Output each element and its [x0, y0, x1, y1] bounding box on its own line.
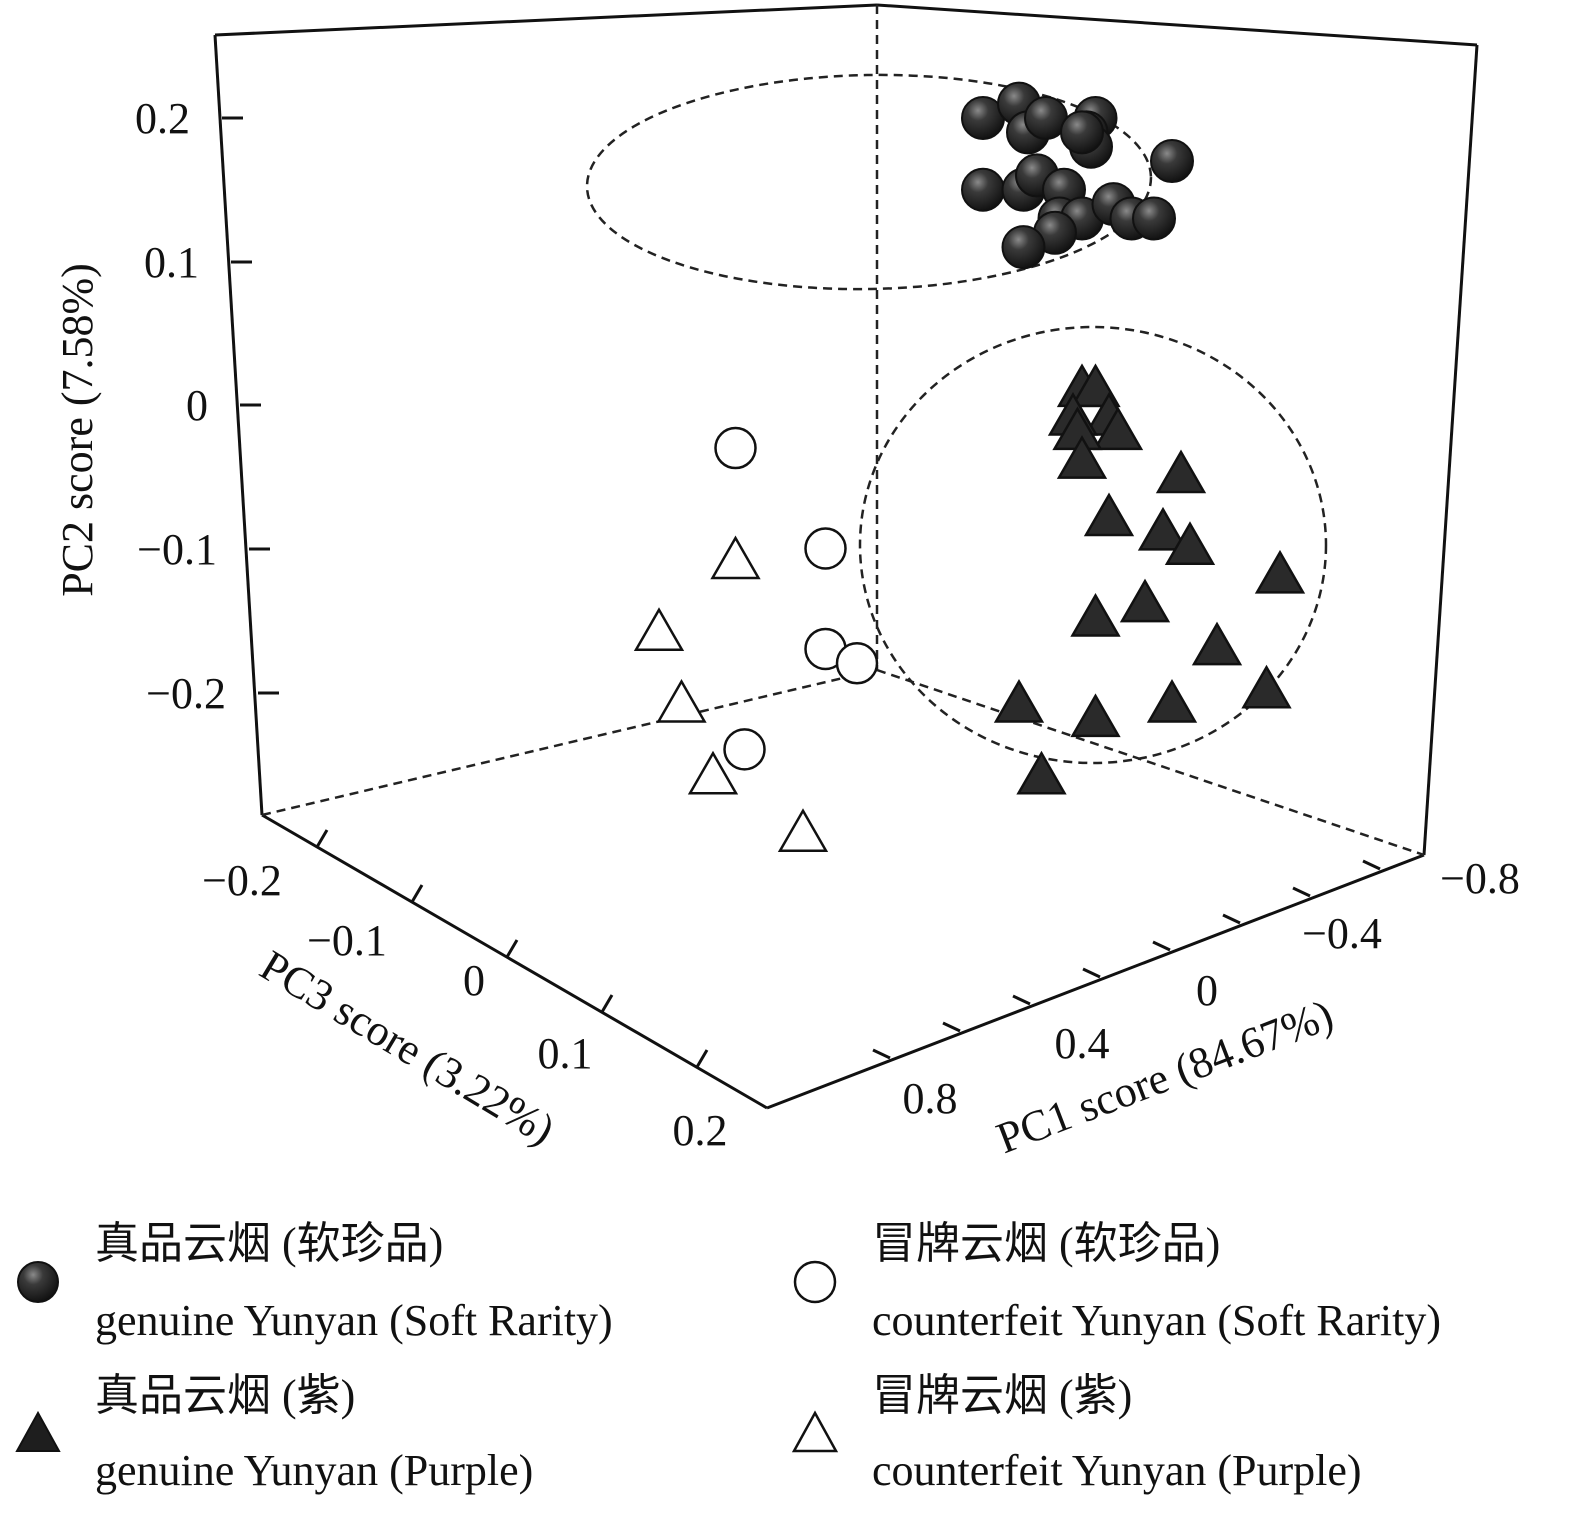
pc1-axis-label: PC1 score (84.67%): [990, 990, 1340, 1163]
point-filled-triangle: [1083, 492, 1135, 537]
pc2-axis-label: PC2 score (7.58%): [53, 263, 102, 597]
pc1-tick: [1362, 859, 1381, 871]
point-open-triangle: [777, 808, 829, 852]
point-open-circle: [835, 642, 879, 685]
frame-top-right: [876, 3, 1478, 47]
legend-label-cn: 冒牌云烟 (软珍品): [872, 1219, 1220, 1268]
pc1-tick: [942, 1021, 961, 1033]
pc1-tick-label: 0.8: [903, 1074, 958, 1123]
point-filled-triangle: [1155, 449, 1207, 494]
pc3-tick-label: −0.2: [202, 856, 282, 905]
frame-right-vertical: [1422, 44, 1479, 856]
series-genuine-yunyan-purple: [993, 363, 1306, 795]
legend-marker-filled-triangle: [15, 1410, 61, 1452]
legend-item-genuine-soft-rarity: 真品云烟 (软珍品) genuine Yunyan (Soft Rarity): [17, 1219, 613, 1345]
point-filled-circle: [1001, 225, 1046, 270]
pc1-tick-label: −0.4: [1302, 909, 1382, 958]
point-filled-triangle: [1056, 435, 1108, 479]
point-filled-triangle: [1191, 621, 1243, 666]
point-filled-triangle: [993, 679, 1045, 723]
pc1-tick: [1222, 913, 1241, 925]
pc2-tick-label: 0: [186, 381, 208, 430]
point-filled-triangle: [1146, 679, 1198, 723]
pc3-tick: [315, 829, 329, 848]
legend-item-genuine-purple: 真品云烟 (紫) genuine Yunyan (Purple): [15, 1371, 533, 1495]
pc1-tick: [872, 1048, 891, 1060]
pc2-tick-label: 0.2: [135, 94, 190, 143]
plot-box: [213, 3, 1479, 1110]
pc3-tick-label: 0.1: [538, 1029, 593, 1078]
point-filled-triangle: [1092, 406, 1144, 451]
point-open-triangle: [687, 750, 739, 795]
pc3-axis: −0.2 −0.1 0 0.1 0.2 PC3 score (3.22%): [202, 829, 728, 1155]
pc2-tick-label: −0.2: [146, 669, 226, 718]
legend-label-en: counterfeit Yunyan (Soft Rarity): [872, 1296, 1441, 1345]
pc1-tick: [1292, 886, 1311, 898]
point-filled-triangle: [1016, 750, 1067, 795]
point-filled-circle: [1132, 196, 1176, 241]
frame-top-back: [214, 3, 878, 37]
dashed-back-right: [876, 668, 1425, 857]
series-counterfeit-yunyan-soft-rarity: [714, 426, 879, 771]
legend-item-counterfeit-soft-rarity: 冒牌云烟 (软珍品) counterfeit Yunyan (Soft Rari…: [793, 1219, 1441, 1345]
pc3-tick-label: −0.1: [307, 916, 387, 965]
point-open-circle: [804, 527, 847, 570]
point-filled-circle: [1060, 110, 1104, 155]
pc3-tick-label: 0.2: [673, 1106, 728, 1155]
pc3-axis-label: PC3 score (3.22%): [252, 941, 563, 1155]
point-open-circle: [714, 426, 757, 470]
point-filled-triangle: [1070, 693, 1121, 738]
legend-label-en: counterfeit Yunyan (Purple): [872, 1446, 1362, 1495]
point-filled-triangle: [1164, 521, 1216, 565]
pc2-tick-label: −0.1: [137, 525, 217, 574]
series-counterfeit-yunyan-purple: [633, 535, 829, 852]
point-filled-triangle: [1119, 578, 1171, 623]
pc1-axis: 0.8 0.4 0 −0.4 −0.8 PC1 score (84.67%): [872, 854, 1520, 1163]
legend-marker-open-circle: [793, 1260, 837, 1304]
point-filled-circle: [961, 167, 1005, 212]
pc3-tick-label: 0: [463, 956, 485, 1005]
pc2-axis: 0.2 0.1 0 −0.1 −0.2 PC2 score (7.58%): [53, 94, 279, 718]
dashed-back-left: [261, 668, 878, 817]
legend-label-cn: 真品云烟 (软珍品): [95, 1219, 443, 1268]
cluster-ellipse-genuine-soft-rarity: [585, 73, 1153, 291]
legend-label-cn: 冒牌云烟 (紫): [872, 1371, 1132, 1420]
point-filled-triangle: [1254, 549, 1306, 594]
series-genuine-yunyan-soft-rarity: [961, 81, 1194, 270]
pc3-tick: [695, 1049, 709, 1068]
legend-marker-filled-circle: [17, 1261, 59, 1303]
pc3-axis-line: [261, 813, 768, 1110]
legend-label-en: genuine Yunyan (Soft Rarity): [95, 1296, 613, 1345]
point-filled-triangle: [1070, 592, 1121, 637]
pc1-tick: [1082, 967, 1101, 979]
point-filled-circle: [1150, 139, 1194, 184]
pc1-tick: [1152, 940, 1171, 952]
point-open-triangle: [710, 535, 761, 580]
point-open-triangle: [656, 679, 707, 723]
pc3-tick: [600, 994, 614, 1013]
point-open-circle: [723, 728, 766, 771]
pc3-tick: [505, 939, 519, 958]
pc1-tick: [1012, 994, 1031, 1006]
point-filled-triangle: [1137, 506, 1189, 551]
legend: 真品云烟 (软珍品) genuine Yunyan (Soft Rarity) …: [15, 1219, 1441, 1495]
pc2-tick-label: 0.1: [144, 238, 199, 287]
pc1-tick-label: −0.8: [1440, 854, 1520, 903]
point-open-triangle: [633, 607, 685, 652]
legend-item-counterfeit-purple: 冒牌云烟 (紫) counterfeit Yunyan (Purple): [791, 1371, 1362, 1495]
cluster-ellipse-genuine-purple: [858, 325, 1328, 765]
pc1-tick-label: 0.4: [1055, 1019, 1110, 1068]
legend-marker-open-triangle: [791, 1410, 839, 1453]
legend-label-cn: 真品云烟 (紫): [95, 1371, 355, 1420]
pc1-axis-line: [766, 853, 1425, 1110]
point-filled-triangle: [1241, 664, 1292, 709]
pc3-tick: [410, 884, 424, 903]
frame-left-vertical: [213, 34, 264, 816]
data-points: [633, 81, 1306, 852]
pc1-tick-label: 0: [1196, 966, 1218, 1015]
legend-label-en: genuine Yunyan (Purple): [95, 1446, 533, 1495]
